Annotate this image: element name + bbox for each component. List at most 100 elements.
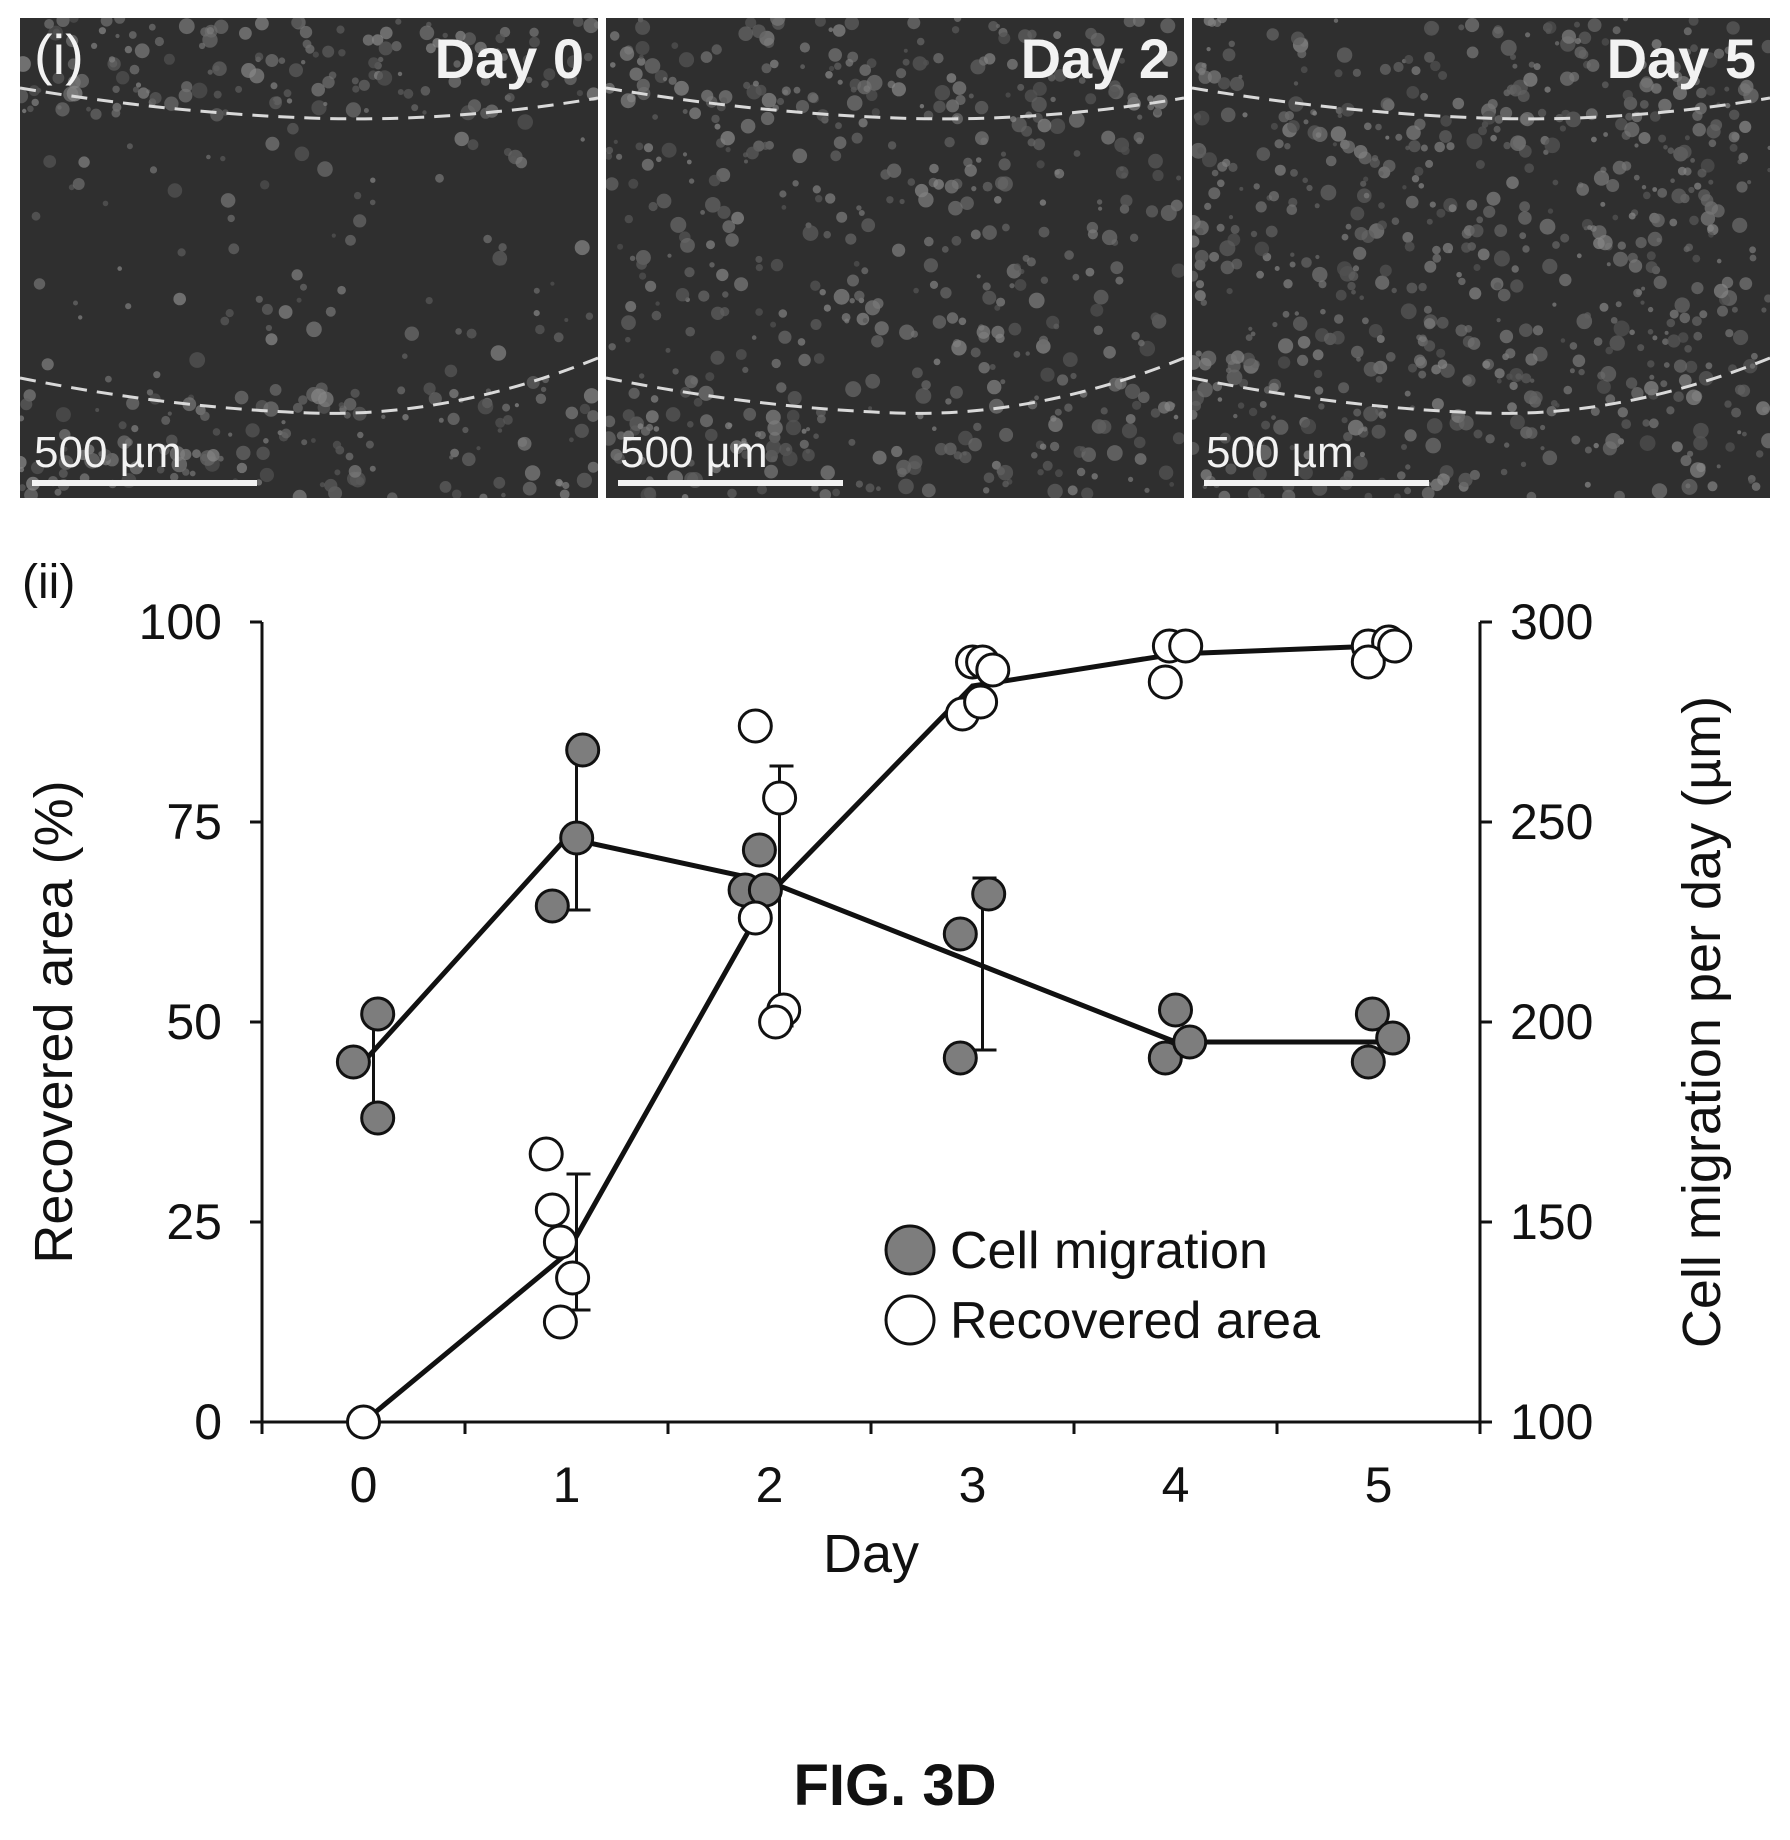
cell-speckle	[1519, 232, 1527, 240]
scale-bar-label: 500 µm	[34, 428, 182, 477]
cell-speckle	[1408, 140, 1421, 153]
cell-speckle	[1647, 306, 1654, 313]
cell-speckle	[1031, 96, 1047, 113]
cell-speckle	[84, 452, 100, 469]
recovered-area-point	[534, 1192, 570, 1228]
cell-speckle	[617, 243, 624, 250]
cell-speckle	[1359, 295, 1364, 301]
cell-speckle	[260, 180, 270, 190]
cell-speckle	[31, 211, 41, 221]
cell-speckle	[764, 464, 778, 479]
cell-speckle	[1693, 436, 1708, 451]
cell-speckle	[799, 439, 809, 449]
cell-speckle	[553, 332, 564, 343]
cell-speckle	[1540, 446, 1545, 451]
cell-speckle	[1642, 419, 1650, 427]
cell-speckle	[1250, 230, 1258, 238]
legend-marker-cell-migration	[884, 1224, 936, 1276]
cell-speckle	[1584, 481, 1591, 488]
cell-speckle	[684, 375, 698, 389]
cell-speckle	[948, 200, 963, 216]
cell-speckle	[54, 488, 62, 496]
cell-speckle	[761, 92, 777, 108]
cell-speckle	[1669, 61, 1681, 74]
cell-speckle	[369, 199, 376, 206]
cell-speckle	[427, 391, 432, 396]
cell-speckle	[564, 318, 569, 322]
cell-speckle	[675, 288, 690, 302]
cell-speckle	[1653, 275, 1667, 289]
cell-speckle	[90, 108, 102, 120]
cell-speckle	[996, 297, 1006, 307]
cell-speckle	[1380, 97, 1394, 111]
cell-speckle	[1054, 168, 1065, 179]
cell-speckle	[1042, 460, 1053, 471]
cell-speckle	[672, 368, 679, 375]
cell-speckle	[1663, 362, 1670, 368]
cell-speckle	[970, 229, 981, 240]
cell-speckle	[1341, 417, 1348, 424]
cell-speckle	[1724, 46, 1733, 55]
cell-speckle	[112, 85, 120, 94]
cell-speckle	[988, 21, 999, 32]
cell-speckle	[861, 267, 869, 275]
cell-speckle	[1225, 353, 1237, 365]
cell-speckle	[1282, 310, 1290, 318]
cell-speckle	[912, 367, 923, 379]
cell-speckle	[270, 82, 278, 90]
cell-speckle	[1638, 132, 1651, 144]
cell-speckle	[687, 421, 694, 428]
cell-speckle	[751, 24, 766, 39]
cell-speckle	[510, 155, 517, 163]
cell-speckle	[1640, 300, 1645, 305]
cell-speckle	[411, 104, 419, 112]
cell-speckle	[654, 70, 668, 83]
cell-speckle	[1194, 110, 1210, 126]
cell-speckle	[1509, 381, 1518, 391]
cell-speckle	[312, 51, 319, 58]
cell-speckle	[1334, 69, 1343, 78]
cell-speckle	[700, 51, 713, 63]
cell-speckle	[1510, 279, 1524, 293]
cell-speckle	[770, 59, 779, 69]
cell-speckle	[799, 42, 810, 53]
cell-speckle	[1293, 316, 1308, 331]
cell-speckle	[1101, 229, 1118, 246]
cell-speckle	[1411, 66, 1421, 76]
cell-speckle	[1605, 394, 1616, 405]
cell-speckle	[994, 196, 1002, 204]
legend-marker-recovered-area	[884, 1294, 936, 1346]
cell-speckle	[149, 92, 162, 104]
recovered-area-point	[1147, 664, 1183, 700]
cell-speckle	[301, 60, 306, 65]
cell-migration-point	[335, 1044, 371, 1080]
cell-speckle	[52, 72, 65, 84]
cell-speckle	[751, 335, 757, 340]
cell-speckle	[1110, 261, 1124, 275]
cell-speckle	[1283, 279, 1293, 289]
cell-speckle	[1691, 77, 1700, 86]
cell-speckle	[217, 455, 224, 462]
cell-speckle	[283, 89, 292, 98]
cell-speckle	[1337, 113, 1343, 118]
cell-speckle	[1261, 420, 1271, 430]
cell-migration-point	[971, 876, 1007, 912]
cell-speckle	[918, 192, 934, 208]
cell-speckle	[125, 303, 132, 310]
cell-speckle	[1245, 334, 1253, 341]
cell-speckle	[828, 48, 842, 62]
cell-speckle	[1701, 52, 1718, 68]
cell-speckle	[1559, 125, 1566, 132]
cell-speckle	[1192, 270, 1199, 282]
cell-speckle	[299, 25, 313, 39]
cell-speckle	[198, 42, 206, 50]
cell-speckle	[1255, 201, 1267, 213]
cell-speckle	[1055, 469, 1063, 478]
cell-speckle	[1254, 241, 1270, 256]
cell-speckle	[1320, 308, 1326, 315]
cell-speckle	[337, 285, 346, 295]
cell-speckle	[1639, 435, 1656, 451]
cell-speckle	[1002, 480, 1009, 488]
cell-speckle	[1493, 282, 1502, 290]
cell-speckle	[610, 448, 623, 461]
